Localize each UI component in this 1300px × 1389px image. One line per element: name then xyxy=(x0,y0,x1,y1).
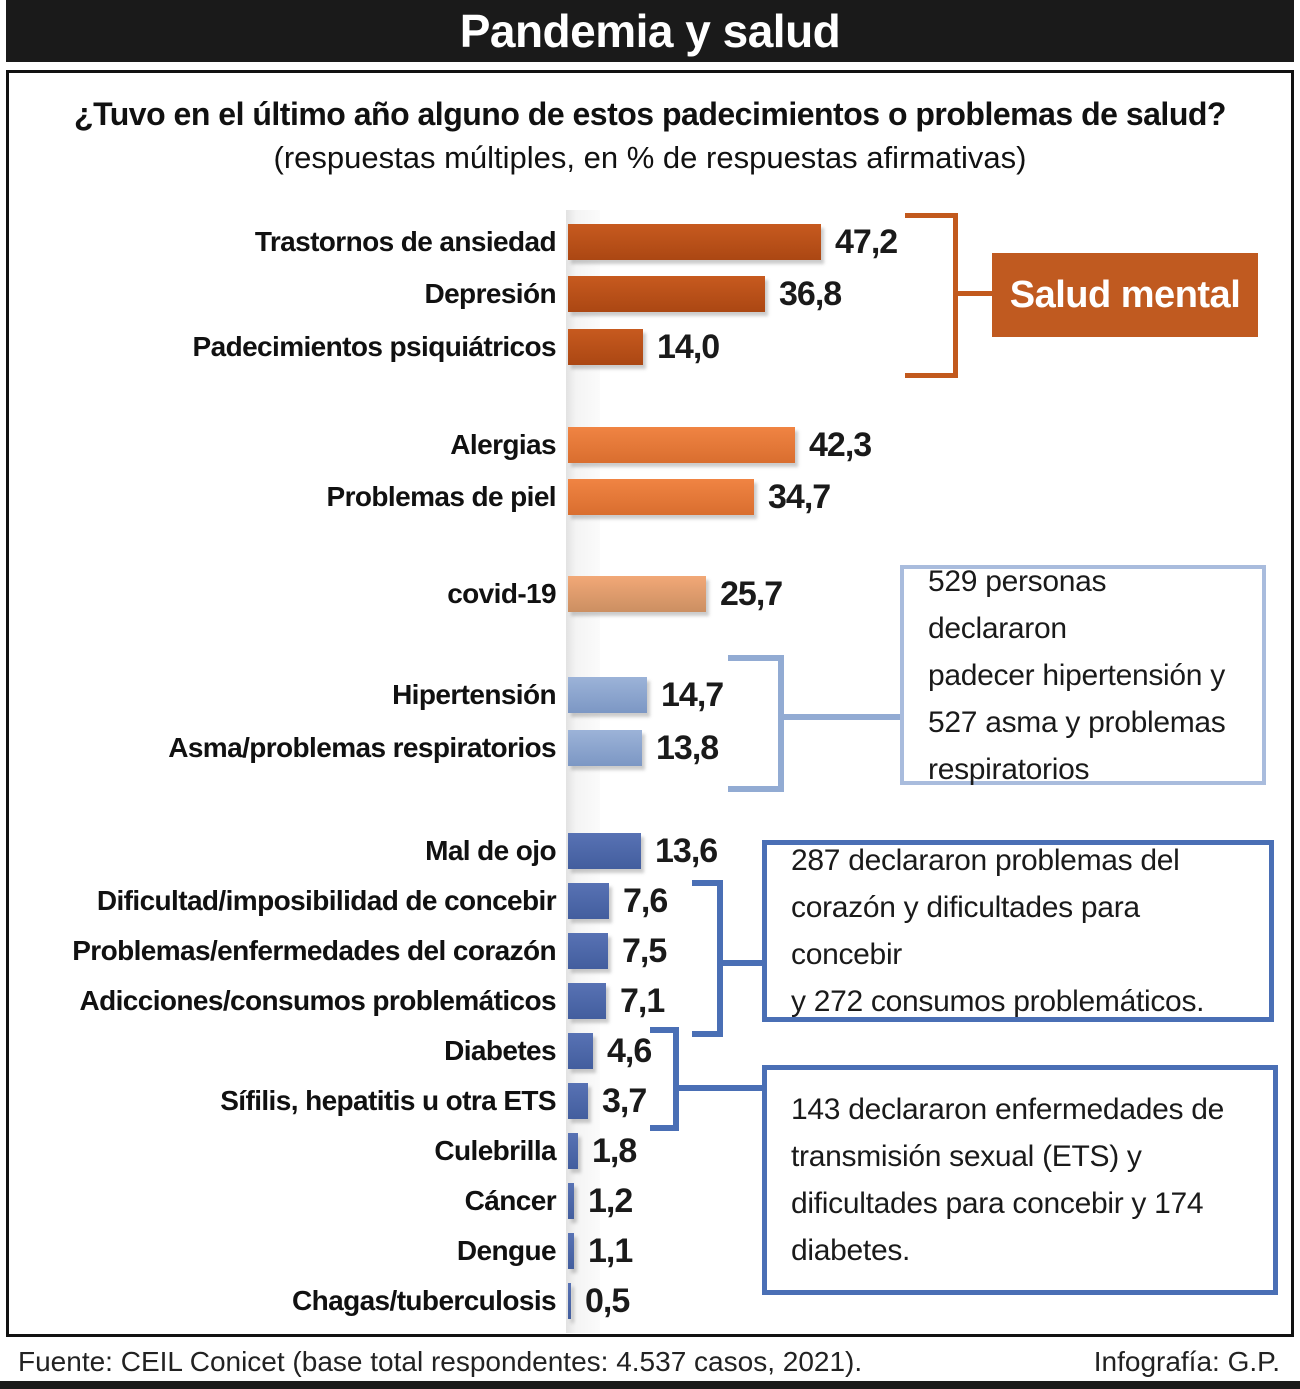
bar xyxy=(568,276,765,312)
bar-label: Padecimientos psiquiátricos xyxy=(192,331,557,362)
bar-value: 14,0 xyxy=(657,328,720,366)
bar-label: Dengue xyxy=(456,1235,557,1266)
bar-value: 47,2 xyxy=(835,223,898,261)
bar-label: Alergias xyxy=(450,429,556,460)
bar xyxy=(568,1233,574,1269)
note-287-box: 287 declararon problemas del corazón y d… xyxy=(762,840,1274,1022)
chart-question: ¿Tuvo en el último año alguno de estos p… xyxy=(74,96,1226,132)
bar-value: 34,7 xyxy=(768,478,831,516)
hipertension-asma-connector xyxy=(778,714,900,720)
bar xyxy=(568,1283,571,1319)
bar-value: 25,7 xyxy=(720,575,783,613)
bar-value: 7,6 xyxy=(623,882,668,920)
bar xyxy=(568,427,795,463)
bar-value: 14,7 xyxy=(661,676,724,714)
bar-label: Diabetes xyxy=(444,1035,557,1066)
bar xyxy=(568,1033,593,1069)
bar-value: 13,8 xyxy=(656,729,719,767)
bar-value: 42,3 xyxy=(809,426,872,464)
bar-label: Dificultad/imposibilidad de concebir xyxy=(96,885,557,916)
bar xyxy=(568,1133,578,1169)
bar-label: Problemas de piel xyxy=(326,481,557,512)
corazon-concebir-bracket xyxy=(692,880,723,1037)
bar-label: Problemas/enfermedades del corazón xyxy=(72,935,556,966)
bar xyxy=(568,479,754,515)
bar-value: 1,1 xyxy=(588,1232,633,1270)
bar-label: Depresión xyxy=(424,278,556,309)
source-text: Fuente: CEIL Conicet (base total respond… xyxy=(18,1346,863,1377)
page-title: Pandemia y salud xyxy=(459,5,841,57)
bar xyxy=(568,983,606,1019)
bar-label: Adicciones/consumos problemáticos xyxy=(79,985,556,1016)
bar xyxy=(568,1183,574,1219)
bar xyxy=(568,224,821,260)
note-143-text: 143 declararon enfermedades de transmisi… xyxy=(791,1093,1224,1267)
bar-value: 4,6 xyxy=(607,1032,652,1070)
bar-label: Chagas/tuberculosis xyxy=(291,1285,557,1316)
bar-label: Trastornos de ansiedad xyxy=(254,226,557,257)
salud-mental-label-box: Salud mental xyxy=(992,253,1258,337)
credit-text: Infografía: G.P. xyxy=(1093,1346,1280,1377)
bar-label: Asma/problemas respiratorios xyxy=(168,732,556,763)
bar-value: 1,2 xyxy=(588,1182,633,1220)
bar xyxy=(568,1083,588,1119)
diabetes-ets-bracket xyxy=(650,1027,679,1131)
diabetes-ets-connector xyxy=(673,1085,762,1091)
corazon-concebir-connector xyxy=(717,960,762,966)
note-529-text: 529 personas declararon padecer hiperten… xyxy=(928,564,1226,786)
bar xyxy=(568,329,643,365)
chart-subtitle: (respuestas múltiples, en % de respuesta… xyxy=(273,140,1027,175)
bar xyxy=(568,576,706,612)
bar xyxy=(568,833,641,869)
bar-label: Sífilis, hepatitis u otra ETS xyxy=(220,1085,556,1116)
bar-value: 3,7 xyxy=(602,1082,647,1120)
bar-value: 7,5 xyxy=(622,932,667,970)
bar xyxy=(568,933,608,969)
bar xyxy=(568,730,642,766)
header-bar: Pandemia y salud xyxy=(6,0,1294,62)
bar-value: 13,6 xyxy=(655,832,718,870)
bar-value: 0,5 xyxy=(585,1282,630,1320)
note-287-text: 287 declararon problemas del corazón y d… xyxy=(791,844,1205,1018)
bar-value: 1,8 xyxy=(592,1132,637,1170)
note-143-box: 143 declararon enfermedades de transmisi… xyxy=(762,1065,1278,1295)
salud-mental-bracket xyxy=(905,213,958,378)
hipertension-asma-bracket xyxy=(728,655,784,792)
note-529-box: 529 personas declararon padecer hiperten… xyxy=(900,565,1266,786)
bar xyxy=(568,883,609,919)
bar-label: covid-19 xyxy=(447,578,556,609)
bottom-black-strip xyxy=(0,1381,1300,1389)
bar-value: 7,1 xyxy=(620,982,665,1020)
bar-value: 36,8 xyxy=(779,275,842,313)
bar xyxy=(568,677,647,713)
bar-label: Cáncer xyxy=(464,1185,557,1216)
salud-mental-connector xyxy=(953,291,992,296)
bar-label: Culebrilla xyxy=(434,1135,556,1166)
salud-mental-label: Salud mental xyxy=(1009,273,1241,316)
bar-label: Mal de ojo xyxy=(425,835,557,866)
bar-label: Hipertensión xyxy=(392,679,557,710)
